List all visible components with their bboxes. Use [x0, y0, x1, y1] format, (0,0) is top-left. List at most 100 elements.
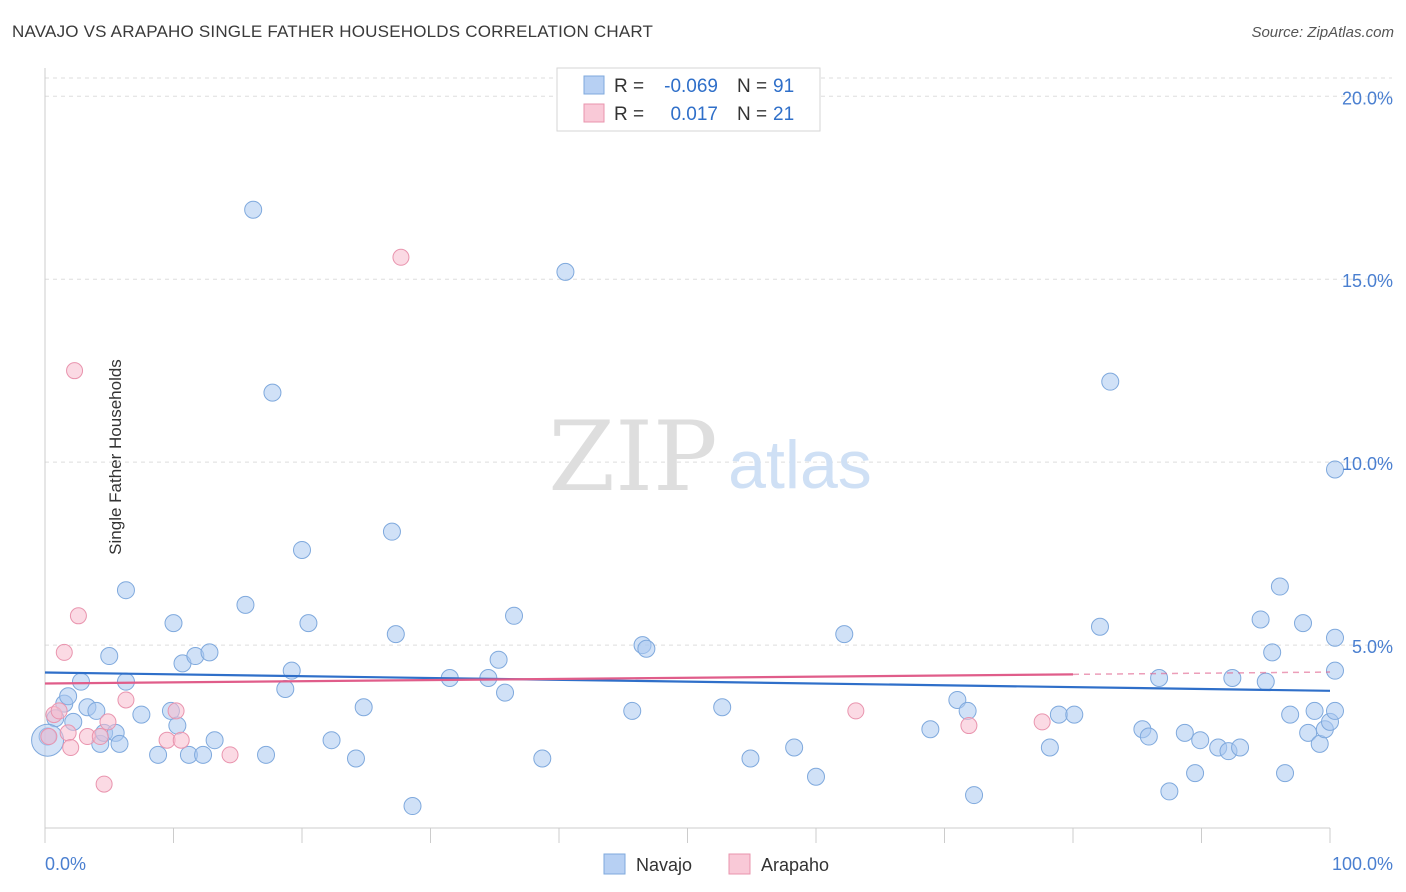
navajo-point [785, 738, 804, 757]
arapaho-point [66, 362, 84, 380]
navajo-point [958, 701, 977, 720]
arapaho-point [960, 717, 978, 735]
navajo-point [293, 540, 311, 559]
y-tick-label: 20.0% [1342, 88, 1393, 108]
arapaho-trend-line [44, 673, 1074, 685]
navajo-point [496, 683, 515, 702]
arapaho-point [1033, 713, 1051, 731]
navajo-point [382, 522, 401, 541]
y-tick-label: 10.0% [1342, 454, 1393, 474]
legend-bottom-label-arapaho: Arapaho [761, 855, 829, 875]
arapaho-point [158, 731, 176, 749]
navajo-point [1150, 669, 1169, 687]
legend-bottom-swatch-arapaho [728, 853, 751, 875]
arapaho-point [40, 728, 58, 746]
legend-r-value-navajo: -0.069 [664, 76, 718, 97]
grid-lines [45, 77, 1392, 646]
navajo-point [1186, 764, 1205, 783]
trend-lines [44, 671, 1331, 692]
watermark-zip: ZIP [548, 401, 717, 513]
navajo-point [807, 767, 825, 786]
navajo-point [1326, 460, 1344, 479]
navajo-point [403, 797, 422, 816]
navajo-point [1276, 764, 1295, 783]
axes [44, 68, 1331, 843]
navajo-point [386, 625, 405, 644]
navajo-point [1326, 661, 1344, 680]
y-tick-label: 15.0% [1342, 271, 1393, 291]
navajo-point [623, 701, 642, 720]
navajo-point [1281, 705, 1300, 724]
x-tick-label-max: 100.0% [1332, 854, 1393, 874]
navajo-point [110, 734, 129, 753]
navajo-point [257, 745, 276, 764]
navajo-point [1256, 672, 1275, 691]
navajo-point [354, 698, 373, 717]
navajo-point [1251, 610, 1270, 629]
navajo-point [322, 731, 341, 750]
navajo-point [168, 716, 187, 735]
legend-n-value-navajo: 91 [773, 76, 794, 97]
arapaho-point [172, 731, 190, 749]
arapaho-point [69, 607, 87, 625]
chart-title: NAVAJO VS ARAPAHO SINGLE FATHER HOUSEHOL… [12, 22, 654, 41]
navajo-point [149, 745, 168, 764]
navajo-point [276, 679, 295, 698]
legend-top: R = -0.069 N = 91 R = 0.017 N = 21 [556, 67, 821, 132]
navajo-point [200, 643, 219, 662]
arapaho-point [847, 702, 865, 720]
navajo-point [299, 614, 318, 633]
arapaho-point [62, 739, 80, 757]
arapaho-point [167, 702, 185, 720]
navajo-point [100, 647, 119, 666]
x-tick-label-min: 0.0% [45, 854, 86, 874]
arapaho-points [40, 248, 1051, 793]
navajo-point [556, 262, 575, 281]
navajo-point [59, 687, 78, 706]
legend-r-label-arapaho: R = [614, 104, 644, 125]
navajo-point [87, 701, 106, 720]
arapaho-point [95, 775, 113, 793]
navajo-point [1270, 577, 1289, 596]
navajo-point [194, 745, 213, 764]
legend-n-label-navajo: N = [737, 76, 767, 97]
navajo-point [116, 581, 135, 600]
arapaho-point [91, 728, 109, 746]
navajo-point [1223, 669, 1242, 687]
navajo-point [346, 749, 365, 768]
navajo-point [164, 614, 183, 633]
arapaho-point [55, 643, 73, 661]
navajo-point [637, 639, 656, 658]
navajo-point [921, 720, 940, 739]
legend-n-value-arapaho: 21 [773, 104, 794, 125]
navajo-point [1326, 701, 1344, 720]
navajo-point [1305, 701, 1324, 720]
navajo-point [1294, 614, 1313, 633]
legend-r-value-arapaho: 0.017 [670, 104, 718, 125]
legend-n-label-arapaho: N = [737, 104, 767, 125]
watermark-atlas: atlas [728, 427, 872, 503]
watermark: ZIP atlas [548, 401, 871, 513]
navajo-point [1101, 372, 1120, 391]
arapaho-point [117, 691, 135, 709]
navajo-point [741, 749, 760, 768]
navajo-point [1326, 628, 1344, 647]
navajo-point [244, 200, 263, 219]
legend-bottom: Navajo Arapaho [603, 853, 829, 875]
navajo-point [1139, 727, 1158, 746]
tick-labels: 5.0% 10.0% 15.0% 20.0% 0.0% 100.0% [45, 88, 1393, 874]
navajo-point [71, 672, 90, 691]
arapaho-point [392, 248, 410, 266]
legend-swatch-arapaho [583, 103, 605, 123]
navajo-trend-line [44, 671, 1331, 692]
navajo-point [505, 606, 524, 625]
navajo-point [1040, 738, 1059, 757]
navajo-point [1090, 617, 1109, 636]
navajo-point [132, 705, 151, 724]
navajo-point [1175, 723, 1194, 742]
source-label: Source: ZipAtlas.com [1251, 24, 1394, 41]
navajo-point [1191, 731, 1210, 750]
navajo-point [1263, 643, 1282, 662]
navajo-point [835, 625, 854, 644]
